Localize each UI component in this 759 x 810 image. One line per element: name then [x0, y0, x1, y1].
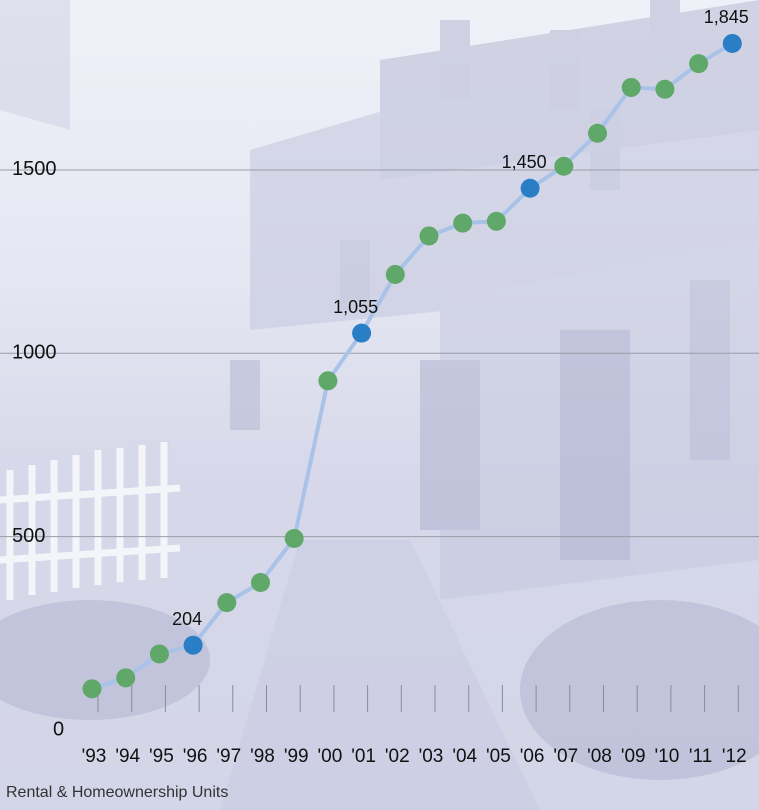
x-tick-label: '10	[655, 746, 680, 767]
data-point	[318, 371, 338, 391]
data-point	[82, 679, 102, 699]
y-tick-label-500: 500	[12, 525, 45, 547]
x-tick-label: '97	[216, 746, 241, 767]
x-tick-label: '01	[351, 746, 376, 767]
series-line-group	[90, 41, 735, 691]
x-tick-label: '11	[689, 746, 712, 767]
x-tick-label: '06	[520, 746, 545, 767]
y-tick-label-1500: 1500	[12, 158, 57, 180]
data-point	[453, 213, 473, 233]
x-tick-label: '98	[250, 746, 275, 767]
x-tick-label: '07	[553, 746, 578, 767]
data-label: 1,845	[704, 7, 749, 27]
data-point	[217, 593, 237, 613]
x-tick-label: '09	[621, 746, 646, 767]
data-point	[149, 644, 169, 664]
gridlines	[0, 169, 759, 538]
x-tick-label: '00	[318, 746, 343, 767]
data-point	[554, 156, 574, 176]
data-point-highlighted	[520, 178, 540, 198]
x-tick-label: '99	[284, 746, 309, 767]
data-point	[251, 572, 270, 592]
x-tick-label: '95	[149, 746, 174, 767]
data-point	[689, 54, 709, 74]
x-axis: '93 '94 '95 '96 '97 '98 '99 '00 '01 '02 '03 '04 '05 '…	[82, 685, 747, 767]
data-point	[116, 668, 136, 688]
data-point	[486, 211, 506, 231]
x-tick-label: '08	[587, 746, 612, 767]
data-markers	[82, 33, 742, 699]
chart-caption: Rental & Homeownership Units	[6, 784, 229, 801]
x-tick-label: '93	[82, 746, 107, 767]
data-point	[385, 264, 405, 284]
data-labels: 204 1,055 1,450 1,845	[172, 7, 749, 629]
x-tick-label: '04	[452, 746, 477, 767]
x-tick-label: '05	[486, 746, 511, 767]
data-point	[621, 77, 641, 97]
series-line	[90, 41, 735, 691]
y-axis: 0 500 1000 1500	[12, 158, 64, 740]
x-tick-label: '96	[183, 746, 208, 767]
data-point-highlighted	[183, 635, 203, 655]
data-point	[284, 528, 304, 548]
data-label: 1,450	[502, 152, 547, 172]
x-tick-label: '12	[722, 746, 747, 767]
data-point	[419, 226, 439, 246]
data-label: 1,055	[333, 297, 378, 317]
x-tick-label: '94	[115, 746, 140, 767]
data-point	[655, 79, 675, 99]
y-tick-label-1000: 1000	[12, 342, 57, 364]
data-point	[588, 123, 607, 143]
data-point-highlighted	[352, 323, 372, 343]
x-tick-label: '03	[419, 746, 444, 767]
y-tick-label-0: 0	[53, 718, 64, 740]
data-point-highlighted	[722, 33, 742, 53]
x-tick-label: '02	[385, 746, 410, 767]
data-label: 204	[172, 609, 202, 629]
